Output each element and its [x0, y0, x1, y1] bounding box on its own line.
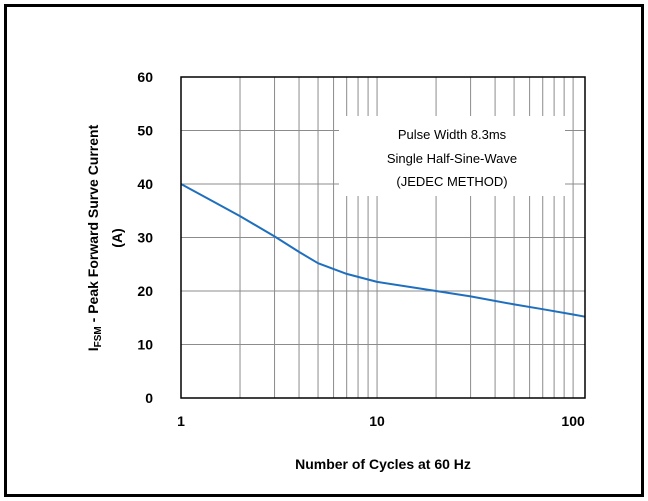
x-tick-label: 100	[561, 413, 585, 429]
y-axis-title: IFSM - Peak Forward Surve Current	[85, 124, 104, 351]
y-tick-label: 30	[137, 230, 153, 246]
annotation-background	[339, 116, 565, 196]
plot-border	[180, 76, 586, 399]
y-tick-label: 50	[137, 123, 153, 139]
x-tick-label: 1	[177, 413, 185, 429]
y-tick-label: 60	[137, 69, 153, 85]
annotation-line: (JEDEC METHOD)	[396, 174, 507, 189]
annotation-line: Pulse Width 8.3ms	[398, 127, 507, 142]
annotation-text: Pulse Width 8.3ms Single Half-Sine-Wave (J…	[387, 127, 517, 189]
y-axis-title-rest: - Peak Forward Surve Current	[85, 124, 101, 326]
chart-frame	[4, 4, 644, 497]
y-axis-title-unit: (A)	[109, 228, 125, 247]
y-axis-title-subscript: FSM	[93, 326, 104, 347]
annotation-line: Single Half-Sine-Wave	[387, 151, 517, 166]
y-tick-label: 20	[137, 283, 153, 299]
y-tick-label: 0	[145, 390, 153, 406]
y-tick-label: 10	[137, 337, 153, 353]
x-axis-title: Number of Cycles at 60 Hz	[295, 456, 471, 472]
series-layer	[180, 183, 586, 318]
y-axis-title-prefix: I	[85, 347, 101, 351]
x-tick-label: 10	[369, 413, 385, 429]
series-line	[180, 183, 586, 318]
y-tick-label: 40	[137, 176, 153, 192]
tick-labels: 0 10 20 30 40 50 60 1 10 100	[137, 69, 585, 429]
